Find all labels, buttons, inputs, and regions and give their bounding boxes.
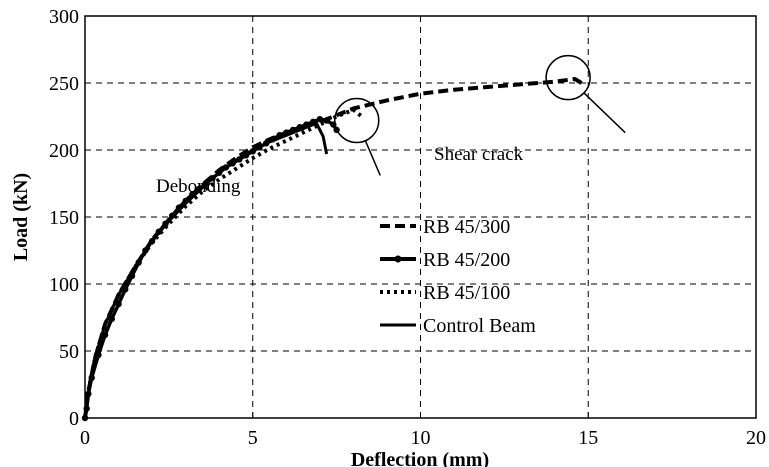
callout-circle-2 [545, 54, 591, 101]
legend-marker-rb-45-200 [394, 255, 402, 263]
x-tick-label-10: 10 [411, 427, 431, 449]
annotation-shear-crack: Shear crack [434, 144, 524, 165]
series-point-rb-45-200 [108, 315, 116, 323]
callout-leader-2 [583, 92, 626, 134]
series-line-rb-45-100 [83, 107, 365, 419]
y-tick-label-100: 100 [49, 274, 79, 296]
y-tick-label-50: 50 [59, 341, 79, 363]
y-tick-label-200: 200 [49, 140, 79, 162]
series-line-rb-45-200 [83, 117, 339, 419]
callout-leader-1 [364, 140, 381, 176]
x-tick-labels: 0 5 10 15 20 [80, 412, 766, 449]
legend-label-control-beam: Control Beam [423, 315, 536, 337]
annotation-debonding: Debonding [156, 176, 241, 197]
callout-markers [334, 54, 626, 176]
legend-label-rb-45-300: RB 45/300 [423, 216, 510, 238]
x-tick-label-0: 0 [80, 427, 90, 449]
x-tick-label-15: 15 [578, 427, 598, 449]
x-tick-label-5: 5 [248, 427, 258, 449]
series-point-rb-45-200 [316, 115, 324, 123]
callout-circle-1 [334, 97, 380, 144]
y-tick-label-300: 300 [49, 6, 79, 28]
x-axis-title: Deflection (mm) [351, 449, 489, 467]
legend: RB 45/300 RB 45/200 RB 45/100 Control Be… [380, 216, 536, 337]
x-tick-label-20: 20 [746, 427, 766, 449]
y-tick-label-0: 0 [69, 408, 79, 430]
legend-label-rb-45-200: RB 45/200 [423, 249, 510, 271]
y-tick-label-150: 150 [49, 207, 79, 229]
y-axis-title: Load (kN) [10, 173, 32, 261]
data-series [81, 77, 583, 422]
legend-label-rb-45-100: RB 45/100 [423, 282, 510, 304]
y-tick-labels: 0 50 100 150 200 250 300 [49, 6, 91, 430]
y-tick-label-250: 250 [49, 73, 79, 95]
series-line-control-beam [83, 121, 329, 419]
grid-lines [85, 16, 756, 418]
